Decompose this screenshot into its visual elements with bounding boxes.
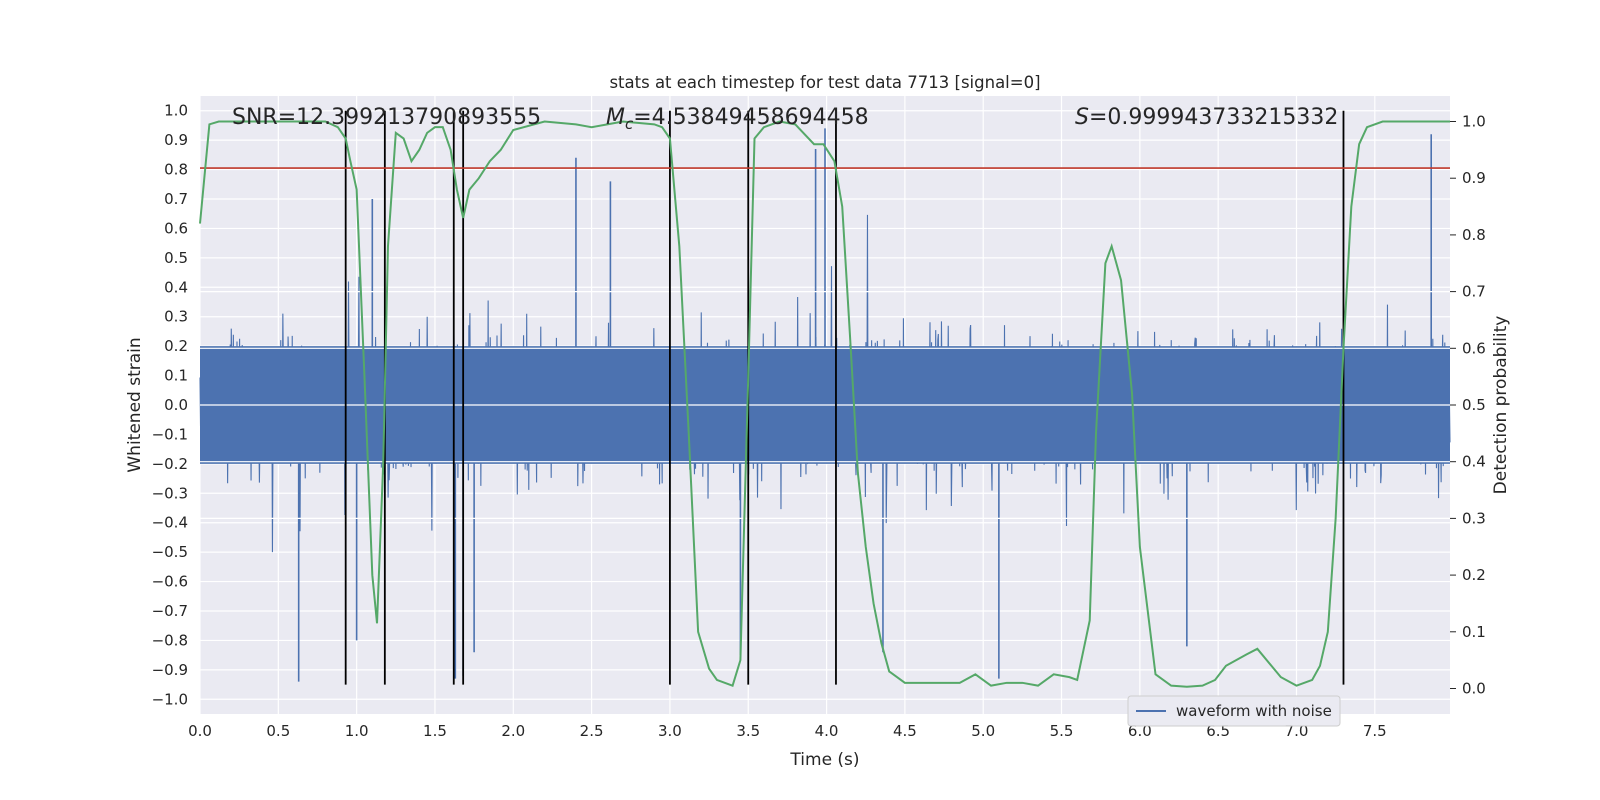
y-tick-label-6: 0.4 xyxy=(164,278,188,296)
x-tick-label-6: 3.0 xyxy=(658,722,682,740)
y-tick-label-7: 0.3 xyxy=(164,308,188,326)
y-tick-label-3: 0.7 xyxy=(164,190,188,208)
y-tick-label-17: −0.7 xyxy=(152,602,188,620)
y-tick-label-14: −0.4 xyxy=(152,514,188,532)
probability-series xyxy=(199,120,1450,688)
x-tick-label-0: 0.0 xyxy=(188,722,212,740)
y-tick-labels: 1.0 0.9 0.8 0.7 0.6 0.5 0.4 0.3 0.2 0.1 0.0 −0.1 −0.… xyxy=(152,102,188,709)
x-tick-label-10: 5.0 xyxy=(971,722,995,740)
x-tick-label-1: 0.5 xyxy=(266,722,290,740)
y2-tick-label-3: 0.7 xyxy=(1462,283,1486,301)
y2-axis-title: Detection probability xyxy=(1491,316,1511,495)
mc-symbol: M xyxy=(606,105,625,130)
y2-tick-label-6: 0.4 xyxy=(1462,453,1486,471)
y-tick-label-4: 0.6 xyxy=(164,219,188,237)
y2-tick-label-1: 0.9 xyxy=(1462,169,1486,187)
mc-value: =4.53849458694458 xyxy=(633,105,868,130)
x-tick-label-7: 3.5 xyxy=(736,722,760,740)
y-axis-title: Whitened strain xyxy=(125,337,145,472)
y-tick-label-5: 0.5 xyxy=(164,249,188,267)
x-tick-label-5: 2.5 xyxy=(580,722,604,740)
waveform-series xyxy=(199,128,1451,682)
y-tick-label-8: 0.2 xyxy=(164,337,188,355)
y2-tick-label-4: 0.6 xyxy=(1462,339,1486,357)
y-tick-label-13: −0.3 xyxy=(152,484,188,502)
y-tick-label-12: −0.2 xyxy=(152,455,188,473)
y-tick-label-0: 1.0 xyxy=(164,102,188,120)
y-tick-label-15: −0.5 xyxy=(152,543,188,561)
y-tick-label-20: −1.0 xyxy=(152,690,188,708)
x-axis-title: Time (s) xyxy=(789,750,859,770)
y2-tick-label-5: 0.5 xyxy=(1462,396,1486,414)
legend-box xyxy=(1127,695,1341,727)
chart-title: stats at each timestep for test data 771… xyxy=(609,73,1040,92)
s-annotation: S=0.999943733215332 xyxy=(1075,105,1338,130)
x-tick-label-15: 7.5 xyxy=(1363,722,1387,740)
probability-line xyxy=(199,120,1450,688)
legend-label-waveform: waveform with noise xyxy=(1176,702,1332,720)
y2-tick-labels: 1.0 0.9 0.8 0.7 0.6 0.5 0.4 0.3 0.2 0.1 0.0 xyxy=(1450,113,1486,697)
y-tick-label-16: −0.6 xyxy=(152,573,188,591)
y2-tick-label-9: 0.1 xyxy=(1462,623,1486,641)
y-tick-label-19: −0.9 xyxy=(152,661,188,679)
legend: waveform with noise xyxy=(1127,695,1341,727)
y2-tick-label-8: 0.2 xyxy=(1462,566,1486,584)
s-symbol: S xyxy=(1075,105,1089,130)
snr-annotation: SNR=12.399213790893555 xyxy=(232,105,541,130)
y2-tick-label-10: 0.0 xyxy=(1462,679,1486,697)
mc-annotation: Mc=4.53849458694458 xyxy=(606,105,869,133)
y-tick-label-10: 0.0 xyxy=(164,396,188,414)
y-tick-label-1: 0.9 xyxy=(164,131,188,149)
x-tick-label-4: 2.0 xyxy=(501,722,525,740)
y-tick-label-2: 0.8 xyxy=(164,161,188,179)
x-tick-label-8: 4.0 xyxy=(815,722,839,740)
s-value: =0.999943733215332 xyxy=(1089,105,1338,130)
x-tick-label-9: 4.5 xyxy=(893,722,917,740)
x-tick-label-11: 5.5 xyxy=(1050,722,1074,740)
y2-tick-label-7: 0.3 xyxy=(1462,509,1486,527)
x-tick-label-3: 1.5 xyxy=(423,722,447,740)
y2-tick-label-0: 1.0 xyxy=(1462,113,1486,131)
y-tick-label-11: −0.1 xyxy=(152,425,188,443)
y-tick-label-18: −0.8 xyxy=(152,631,188,649)
y2-tick-label-2: 0.8 xyxy=(1462,226,1486,244)
y-tick-label-9: 0.1 xyxy=(164,367,188,385)
x-tick-label-2: 1.0 xyxy=(345,722,369,740)
mc-subscript: c xyxy=(625,115,634,133)
